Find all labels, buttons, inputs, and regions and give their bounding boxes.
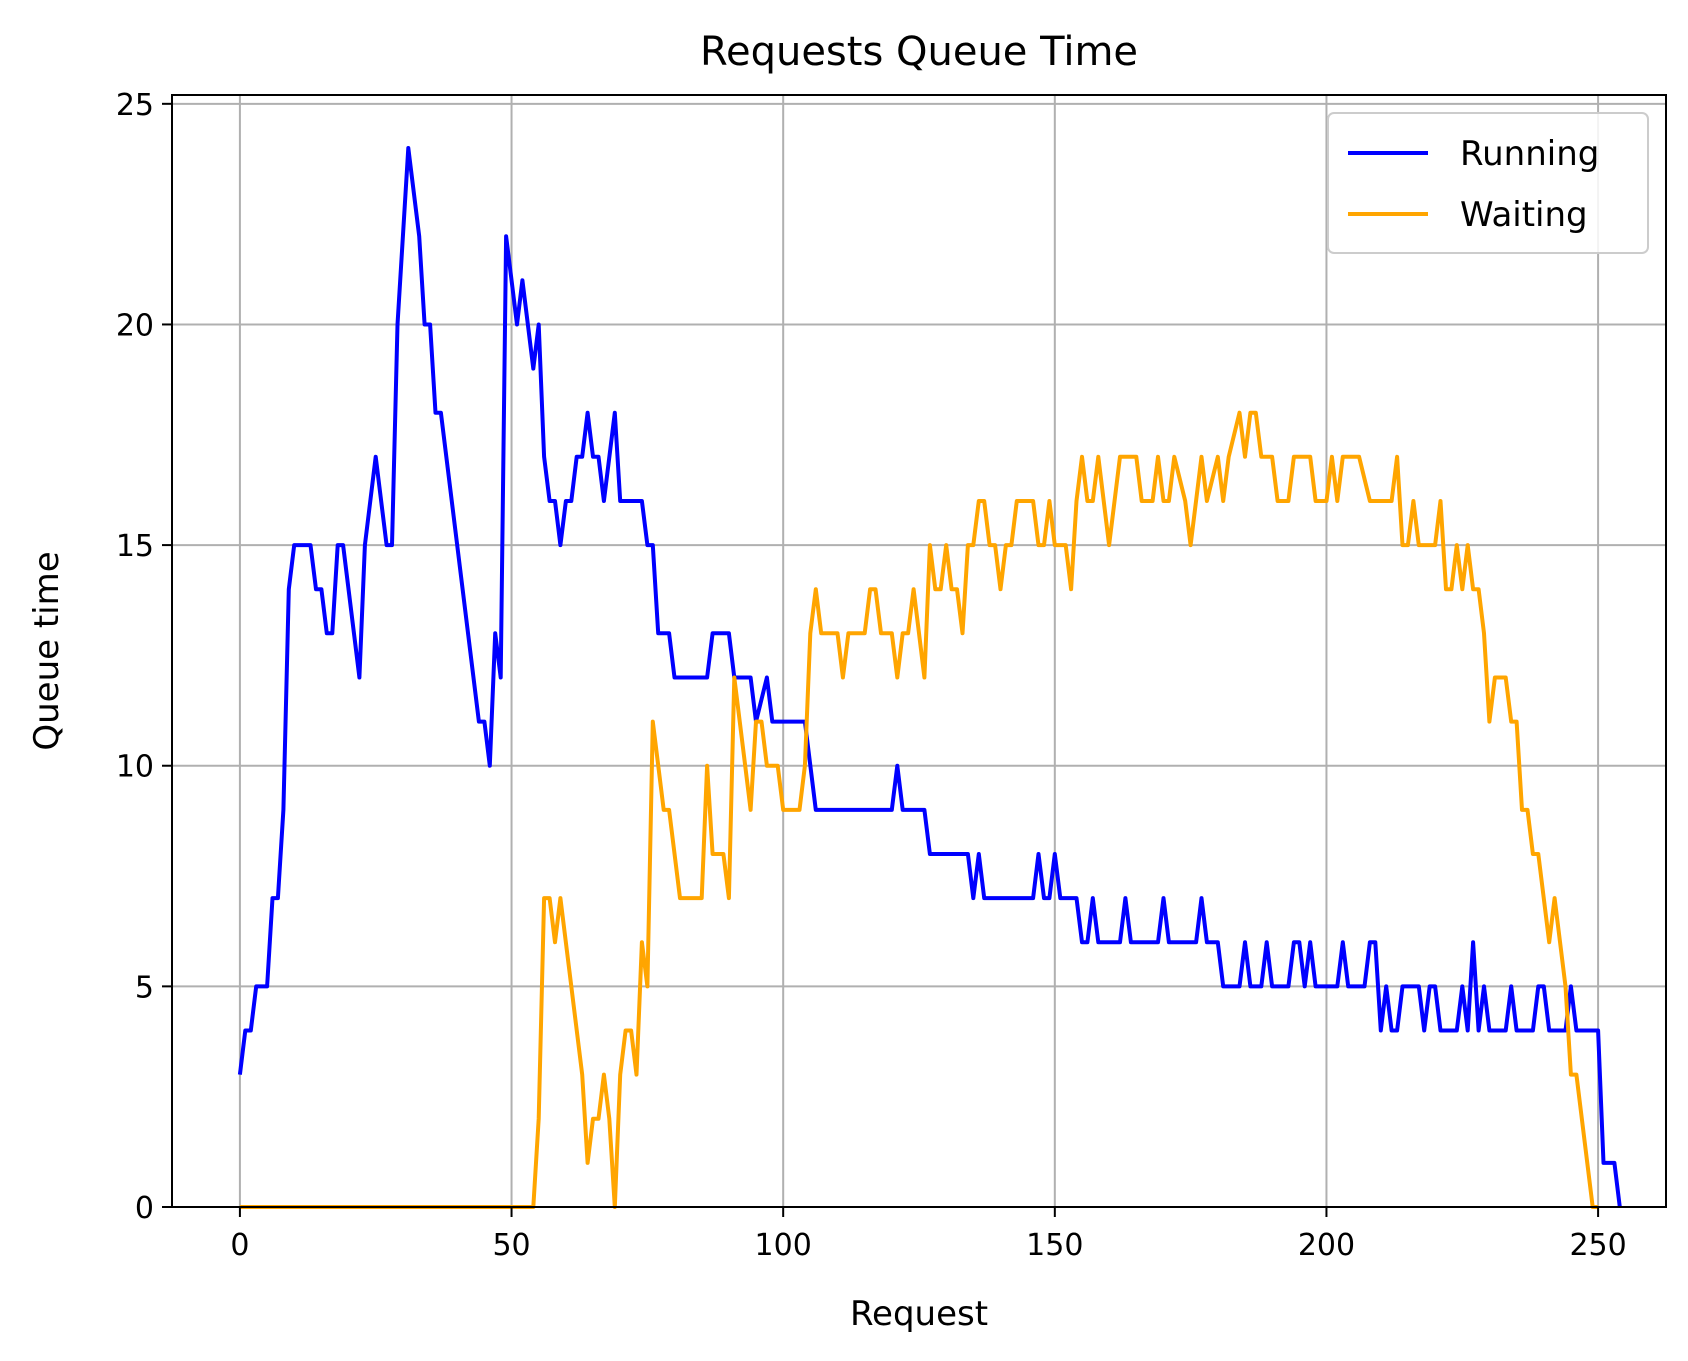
series-line-running <box>237 146 1622 1208</box>
y-tick-label: 25 <box>116 88 154 123</box>
series-lines <box>237 146 1622 1209</box>
y-tick-label: 0 <box>135 1191 154 1226</box>
x-tick-label: 50 <box>492 1228 530 1263</box>
x-tick-label: 250 <box>1569 1228 1626 1263</box>
y-tick-label: 5 <box>135 970 154 1005</box>
legend-label-running: Running <box>1460 134 1599 174</box>
x-tick-label: 150 <box>1026 1228 1083 1263</box>
legend-label-waiting: Waiting <box>1460 195 1588 235</box>
series-line-waiting <box>239 410 1599 1209</box>
y-tick-label: 10 <box>116 750 154 785</box>
chart-title: Requests Queue Time <box>700 29 1138 75</box>
plot-frame <box>171 94 1667 1208</box>
y-axis-label: Queue time <box>27 551 67 750</box>
x-tick-label: 0 <box>230 1228 249 1263</box>
grid <box>172 95 1666 1208</box>
axis-ticks: 0 50 100 150 200 250 0 5 10 15 20 25 <box>116 88 1627 1263</box>
legend: Running Waiting <box>1327 112 1649 254</box>
y-tick-label: 15 <box>116 529 154 564</box>
x-axis-label: Request <box>850 1294 988 1334</box>
legend-box <box>1327 112 1649 254</box>
x-tick-label: 200 <box>1298 1228 1355 1263</box>
y-tick-label: 20 <box>116 308 154 343</box>
x-tick-label: 100 <box>755 1228 812 1263</box>
